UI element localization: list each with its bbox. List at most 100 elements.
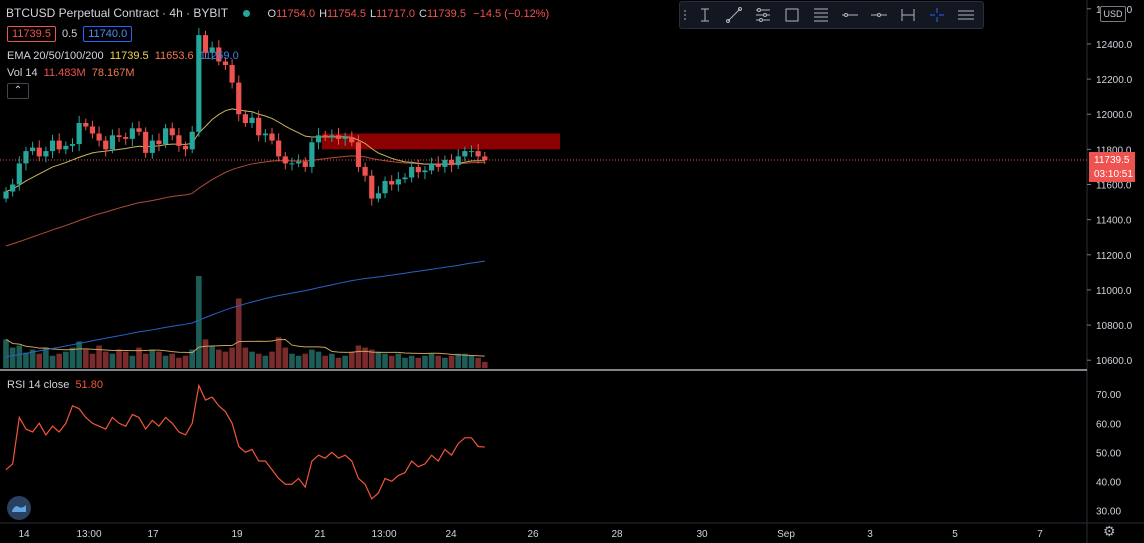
horizontal-ray-icon[interactable] [835,2,864,28]
volume-bar [222,351,229,368]
time-tick-label: 3 [867,529,873,540]
fib-icon[interactable] [806,2,835,28]
chevron-up-icon: ⌃ [13,85,23,96]
ema-legend[interactable]: EMA 20/50/100/200 11739.5 11653.6 11259.… [7,50,239,62]
volume-bar [29,349,36,368]
candle-body [429,163,435,171]
sell-button[interactable]: 11739.5 [7,26,56,42]
currency-button[interactable]: USD [1100,6,1126,22]
price-tick-label: 12000.0 [1096,110,1133,121]
volume-legend[interactable]: Vol 14 11.483M 78.167M [7,67,135,79]
volume-bar [388,355,395,368]
volume-bar [428,353,435,368]
volume-bar [116,349,122,368]
symbol-title: BTCUSD Perpetual Contract · 4h · BYBIT [6,6,228,20]
volume-bar [349,351,355,368]
buy-button[interactable]: 11740.0 [83,26,133,42]
time-tick-label: 14 [18,529,30,540]
collapse-legend-button[interactable]: ⌃ [7,83,29,99]
price-tick-label: 11400.0 [1096,216,1132,227]
gear-icon[interactable]: ⚙ [1103,523,1116,539]
candle-body [468,151,475,153]
candle-body [375,193,381,199]
ohlc-label: C [419,8,427,20]
volume-bar [16,345,23,368]
volume-bar [275,337,282,368]
last-price-label: 11739.5 [1094,155,1130,166]
time-tick-label: 30 [696,529,708,540]
candle-body [103,140,109,150]
volume-bar [182,355,189,368]
candle-body [209,47,215,53]
price-tick-label: 11600.0 [1096,181,1132,192]
volume-bar [255,353,262,368]
candle-body [435,163,441,167]
volume-bar [76,341,82,368]
volume-bar [422,355,428,368]
candle-body [422,170,428,173]
candle-body [182,145,189,150]
candle-body [262,133,268,136]
ohlc-label: O [267,8,277,20]
candle-body [448,159,455,166]
candle-body [149,140,155,153]
drag-handle-icon[interactable] [680,2,690,28]
volume-bar [202,339,209,368]
candle-body [123,137,129,139]
candle-body [482,156,488,160]
candle-body [349,137,355,143]
volume-bar [216,349,222,368]
ema50-line [5,155,485,247]
rectangle-icon[interactable] [777,2,806,28]
candle-body [43,151,49,157]
candle-body [189,131,195,150]
ohlc-value: 11754.0 [276,8,316,20]
rsi-label: RSI 14 close [7,379,70,391]
time-tick-label: 7 [1037,529,1043,540]
candle-body [256,117,262,136]
volume-bar [322,355,328,368]
volume-bar [362,347,368,368]
crosshair-icon[interactable] [922,2,951,28]
time-tick-label: 13:00 [371,529,396,540]
change-value: −14.5 (−0.12%) [473,8,550,20]
cursor-icon[interactable] [690,2,719,28]
time-tick-label: 19 [231,529,243,540]
volume-bar [102,351,109,368]
candle-body [475,151,481,157]
countdown-label: 03:10:51 [1094,169,1133,180]
candle-body [302,161,308,167]
trend-line-icon[interactable] [719,2,748,28]
tradingview-logo-icon[interactable] [7,496,31,520]
ema-label: EMA 20/50/100/200 [7,50,104,62]
ohlc-value: 11754.5 [327,8,366,20]
levels-icon[interactable] [951,2,980,28]
volume-bar [242,347,249,368]
volume-ma-line [5,338,485,357]
volume-bar [395,353,402,368]
time-tick-label: 5 [952,529,958,540]
candle-body [143,131,149,153]
volume-bar [408,355,415,368]
rsi-legend[interactable]: RSI 14 close 51.80 [7,379,103,391]
candle-body [196,35,202,132]
price-tick-label: 10800.0 [1096,321,1133,332]
rsi-tick-label: 70.00 [1096,390,1121,401]
volume-bar [109,353,116,368]
measure-icon[interactable] [893,2,922,28]
volume-bar [9,347,16,368]
candle-body [16,163,22,185]
candle-body [315,135,322,143]
candle-body [176,135,182,146]
volume-bar [56,353,62,368]
volume-bar [269,351,275,368]
horizontal-line-icon[interactable] [864,2,893,28]
drawing-toolbar [679,1,984,29]
volume-bar [342,355,348,368]
pitchfork-icon[interactable] [748,2,777,28]
time-tick-label: 13:00 [76,529,101,540]
ohlc-value: 11739.5 [427,8,466,20]
volume-bar [149,349,156,368]
volume-bar [315,351,322,368]
